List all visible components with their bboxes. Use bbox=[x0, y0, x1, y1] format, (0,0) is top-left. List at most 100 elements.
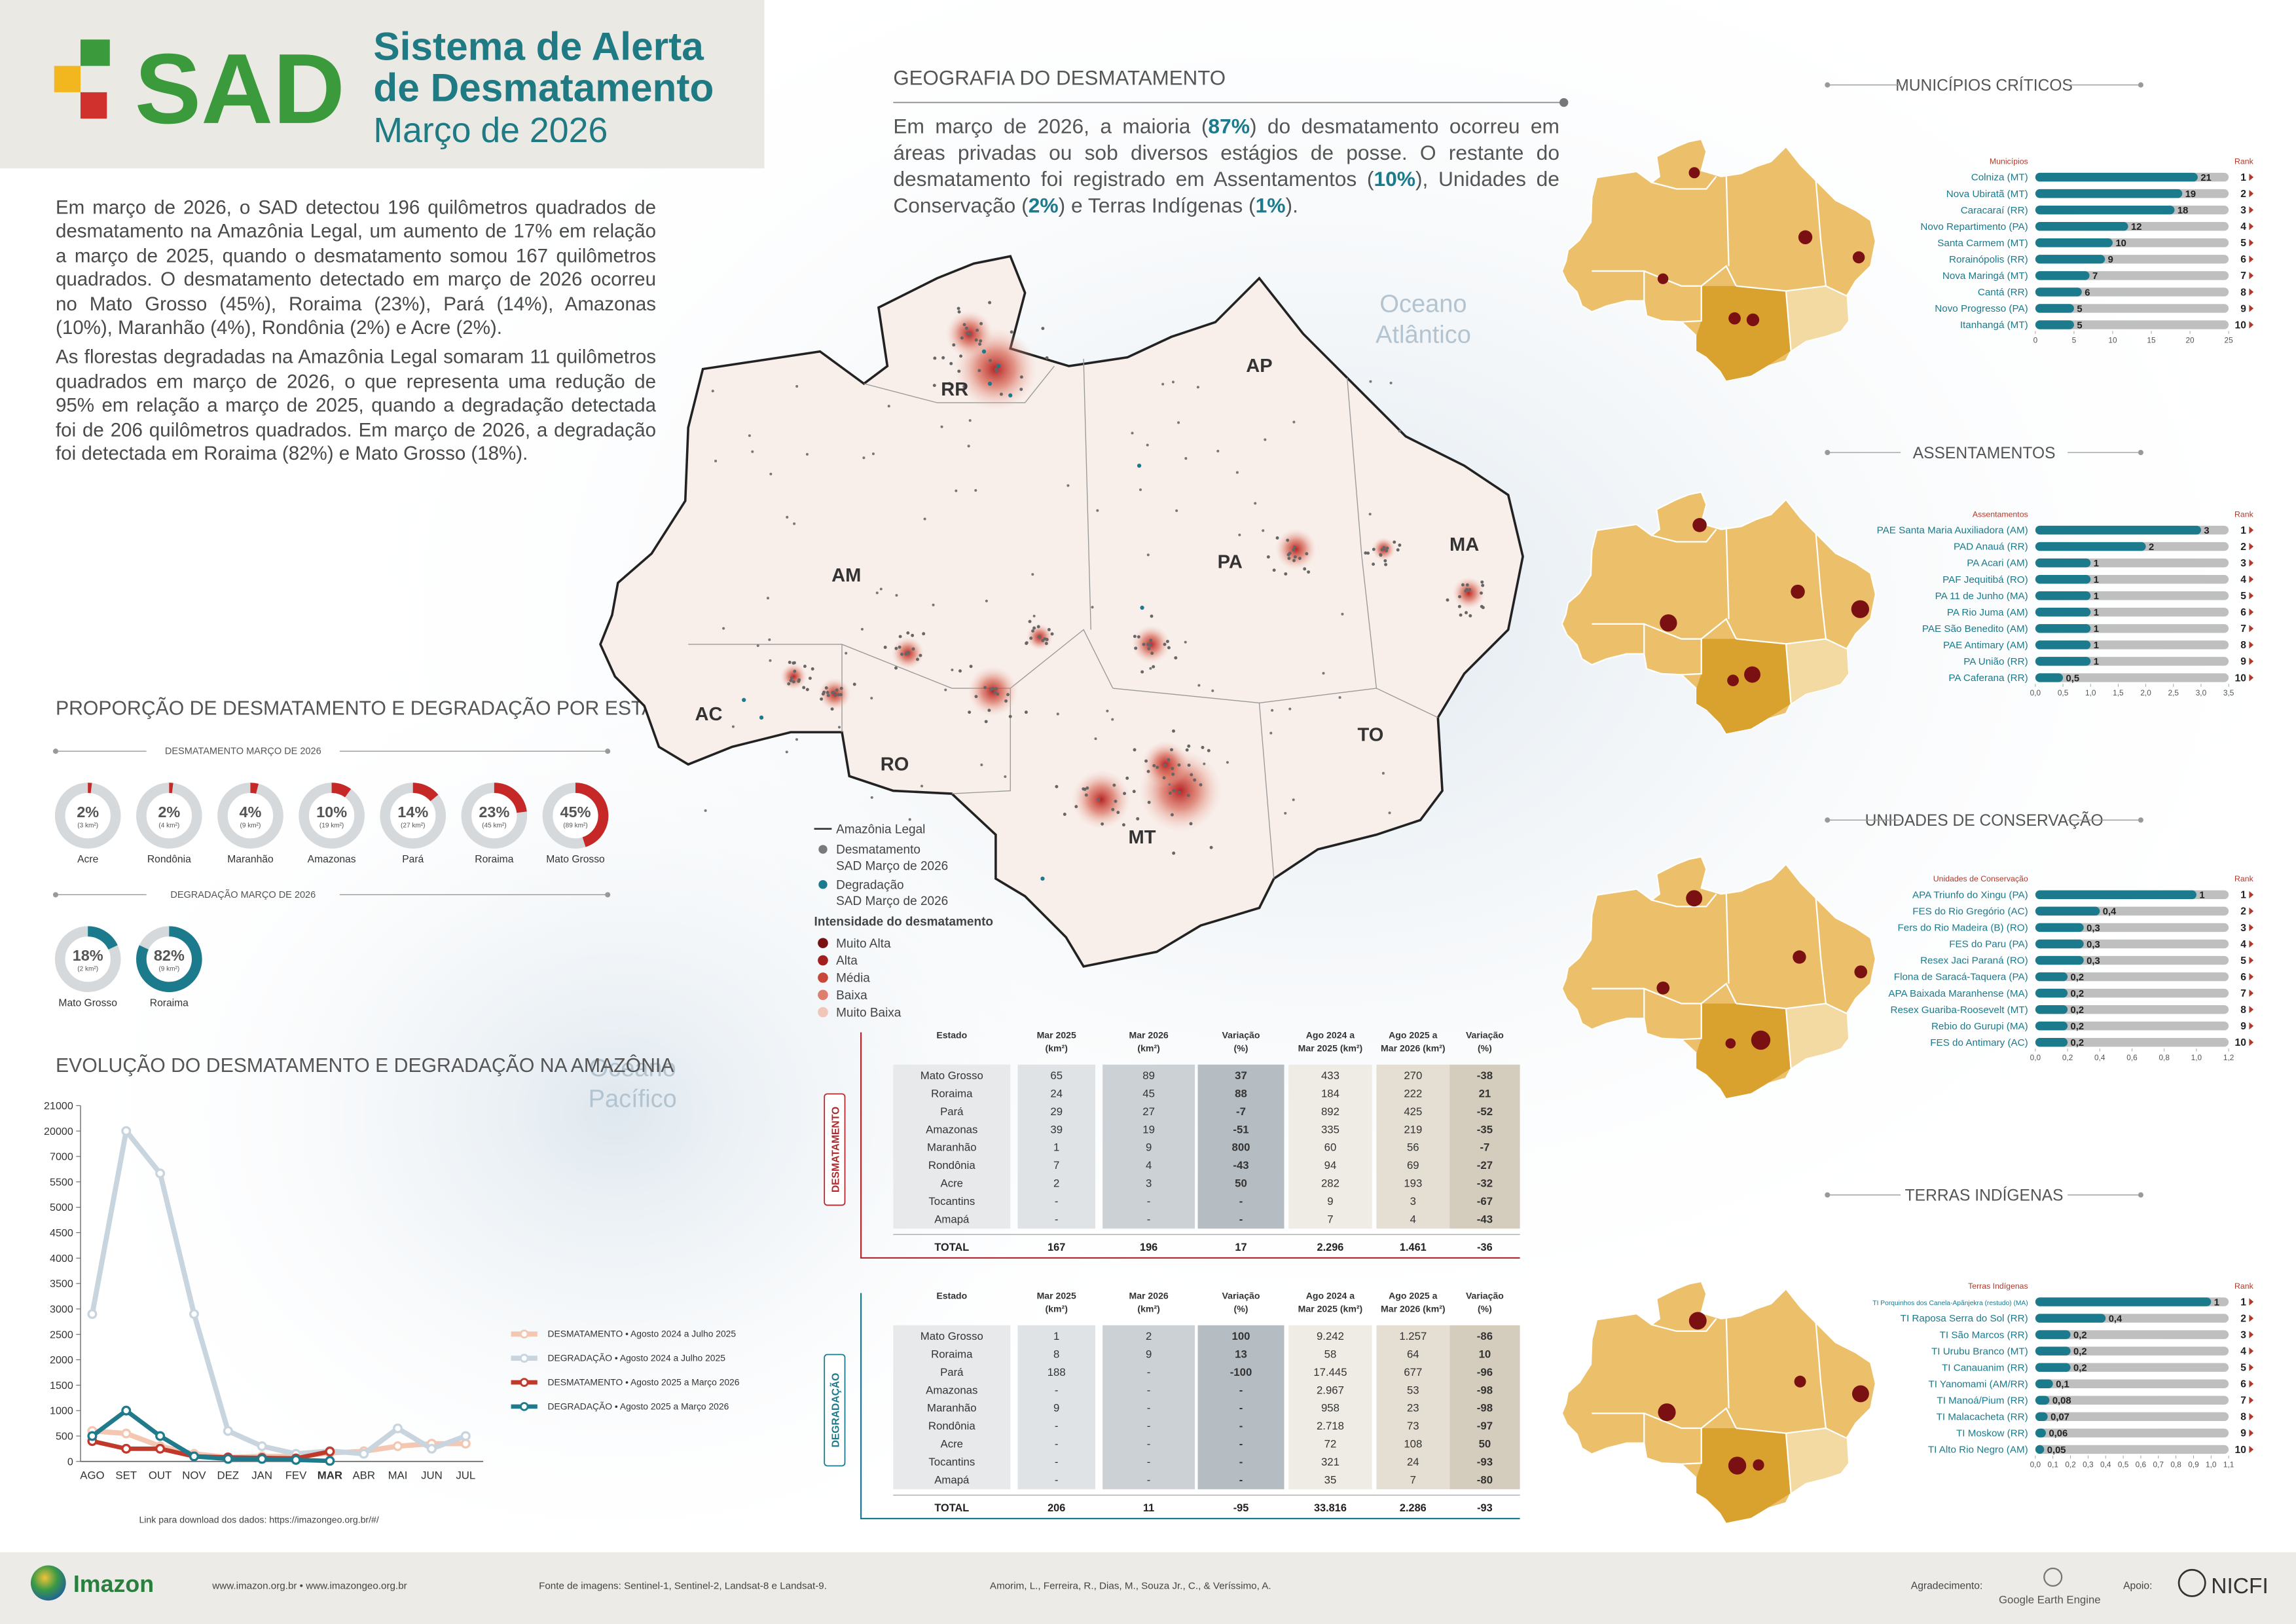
alert-dot bbox=[895, 594, 898, 597]
table-cell: - bbox=[1055, 1195, 1059, 1208]
rank-value: 6 bbox=[2240, 254, 2246, 265]
bar bbox=[2035, 1428, 2046, 1438]
alert-dot bbox=[1031, 573, 1034, 576]
y-tick-label: 1500 bbox=[50, 1380, 73, 1392]
alert-dot bbox=[919, 654, 922, 657]
alert-dot bbox=[1284, 811, 1287, 815]
bar bbox=[2035, 189, 2183, 198]
table-column-bg bbox=[1449, 1325, 1520, 1490]
bar-label: Colniza (MT) bbox=[1971, 172, 2028, 183]
table-cell: Roraima bbox=[931, 1348, 973, 1361]
table-cell: -38 bbox=[1477, 1069, 1493, 1082]
y-tick-label: 20000 bbox=[44, 1126, 73, 1137]
bar-label: TI Malacacheta (RR) bbox=[1937, 1411, 2028, 1422]
table-cell: 3 bbox=[1146, 1177, 1152, 1189]
table-header: (%) bbox=[1478, 1043, 1492, 1054]
table-cell: 17.445 bbox=[1313, 1366, 1347, 1378]
rule-dot bbox=[2138, 1192, 2143, 1198]
alert-dot bbox=[769, 472, 773, 475]
alert-dot bbox=[980, 764, 983, 767]
alert-dot bbox=[1461, 583, 1465, 587]
alert-dot bbox=[722, 627, 725, 630]
alert-dot bbox=[1114, 800, 1118, 803]
alert-dot bbox=[979, 339, 983, 343]
degradation-dot bbox=[996, 363, 1001, 369]
series-point bbox=[189, 1451, 199, 1462]
table-header: (%) bbox=[1234, 1304, 1248, 1314]
rank-value: 10 bbox=[2235, 320, 2247, 331]
mini-map-spot bbox=[1727, 674, 1739, 686]
table-label-box bbox=[824, 1093, 846, 1206]
table-column-bg bbox=[893, 1325, 1011, 1490]
bar bbox=[2035, 287, 2082, 297]
alert-dot bbox=[920, 784, 924, 788]
table-cell: -67 bbox=[1477, 1195, 1493, 1208]
footer-band bbox=[0, 1552, 2296, 1624]
series-point bbox=[189, 1309, 199, 1320]
rank-value: 6 bbox=[2240, 972, 2246, 983]
y-tick-label: 4500 bbox=[50, 1227, 73, 1239]
highlight: 1% bbox=[1255, 194, 1286, 219]
alert-dot bbox=[1381, 771, 1385, 775]
alert-dot bbox=[908, 818, 911, 821]
legend-label: Desmatamento bbox=[836, 843, 920, 857]
alert-dot bbox=[1152, 764, 1156, 767]
bar bbox=[2035, 205, 2175, 215]
table-cell: - bbox=[1239, 1384, 1243, 1396]
rank-value: 6 bbox=[2240, 607, 2246, 618]
x-tick-label: 10 bbox=[2108, 335, 2117, 344]
state-border bbox=[1083, 358, 1091, 630]
map: RR AP AM PA MA AC RO MT TO Oceano Atlântico Oceano P… bbox=[589, 255, 1524, 1113]
table-cell: Mato Grosso bbox=[920, 1330, 983, 1342]
bar-value: 0,3 bbox=[2086, 956, 2100, 967]
table-cell: 4 bbox=[1410, 1213, 1416, 1225]
legend-label: Muito Baixa bbox=[836, 1006, 902, 1020]
table-header: Mar 2026 (km²) bbox=[1381, 1304, 1446, 1314]
bar bbox=[2035, 1445, 2045, 1454]
series-point bbox=[393, 1441, 403, 1451]
alert-dot bbox=[845, 652, 848, 655]
hotspot bbox=[780, 663, 807, 690]
table-cell: 10 bbox=[1479, 1348, 1491, 1361]
alert-dot bbox=[731, 725, 735, 728]
alert-dot bbox=[1341, 612, 1344, 616]
bar-label: Resex Guariba-Roosevelt (MT) bbox=[1891, 1005, 2028, 1016]
rank-icon bbox=[2249, 907, 2254, 915]
x-tick-label: 0,6 bbox=[2126, 1053, 2138, 1062]
alert-dot bbox=[1165, 640, 1169, 644]
rank-icon bbox=[2249, 1445, 2254, 1454]
bar-label: TI Alto Rio Negro (AM) bbox=[1928, 1445, 2028, 1456]
alert-dot bbox=[1097, 798, 1101, 802]
alert-dot bbox=[1149, 638, 1153, 642]
section-title: ASSENTAMENTOS bbox=[1913, 445, 2056, 462]
alert-dot bbox=[979, 322, 983, 325]
alert-dot bbox=[894, 646, 898, 650]
alert-dot bbox=[1147, 647, 1151, 651]
mini-map-border bbox=[1815, 180, 1827, 286]
bar-label: TI Moskow (RR) bbox=[1956, 1428, 2028, 1439]
alert-dot bbox=[1189, 822, 1193, 826]
table-header: Variação bbox=[1222, 1030, 1260, 1041]
degradation-dot bbox=[1137, 463, 1142, 468]
alert-dot bbox=[837, 726, 841, 729]
table-label: DESMATAMENTO bbox=[831, 1107, 842, 1192]
y-tick-label: 21000 bbox=[44, 1100, 73, 1112]
donut-area: (89 km²) bbox=[563, 822, 587, 829]
table-cell: 72 bbox=[1324, 1438, 1337, 1450]
table-cell: -32 bbox=[1477, 1177, 1493, 1189]
section-title: PROPORÇÃO DE DESMATAMENTO E DEGRADAÇÃO P… bbox=[56, 697, 685, 719]
x-tick-label: 0 bbox=[2033, 335, 2038, 344]
table-cell: 21 bbox=[1479, 1088, 1491, 1100]
series-point bbox=[257, 1441, 267, 1451]
x-tick-label: 0,4 bbox=[2100, 1460, 2111, 1469]
table-column-bg bbox=[1288, 1325, 1372, 1490]
bar bbox=[2035, 988, 2068, 998]
alert-dot bbox=[947, 382, 951, 386]
table-cell: - bbox=[1055, 1456, 1059, 1468]
bar-value: 1 bbox=[2094, 591, 2099, 602]
rank-icon bbox=[2249, 321, 2254, 329]
alert-dot bbox=[1172, 788, 1176, 792]
donut-value: 82% bbox=[154, 947, 185, 964]
table-cell: 39 bbox=[1050, 1123, 1063, 1135]
